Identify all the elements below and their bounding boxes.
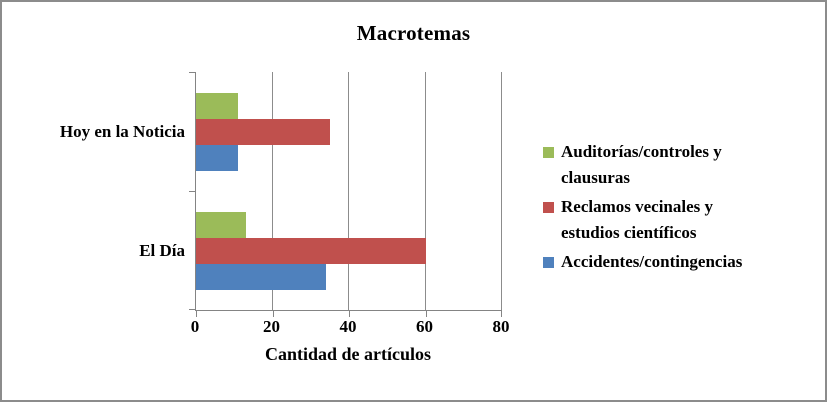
legend-marker-icon [543,257,554,268]
bar-series-2-category-2 [196,237,426,264]
x-tick-label: 0 [190,317,200,336]
legend-item: Reclamos vecinales y estudios científico… [543,194,793,246]
x-tick-label: 80 [492,317,510,336]
x-tick-label: 40 [339,317,357,336]
x-axis-tick [501,311,502,317]
bar-series-1-category-1 [196,92,239,119]
legend-item: Accidentes/contingencias [543,249,793,275]
x-axis-tick [272,311,274,317]
legend-label: Accidentes/contingencias [561,252,743,271]
y-axis-tick [189,309,195,310]
gridline [424,72,426,310]
bar-series-3-category-2 [196,263,327,290]
category-label: Hoy en la Noticia [59,121,185,141]
gridline [501,72,502,310]
bar-series-2-category-1 [196,118,330,145]
legend-marker-icon [543,202,554,213]
x-tick-label: 60 [416,317,433,336]
legend: Auditorías/controles y clausuras Reclamos… [543,139,793,278]
legend-item: Auditorías/controles y clausuras [543,139,793,191]
legend-marker-icon [543,147,554,158]
bar-series-3-category-1 [196,144,239,171]
category-label: El Día [139,240,185,260]
legend-label: Auditorías/controles y clausuras [561,142,722,187]
x-tick-label: 20 [263,317,280,336]
chart-title: Macrotemas [356,21,471,45]
y-axis-tick [189,72,195,73]
y-axis-tick [189,191,195,192]
x-axis-tick [196,311,197,317]
legend-label: Reclamos vecinales y estudios científico… [561,197,714,242]
plot-area [189,72,502,317]
bar-series-1-category-2 [196,211,246,238]
x-axis-tick [349,311,350,317]
x-axis-tick [425,311,427,317]
x-axis-title: Cantidad de artículos [264,344,432,364]
gridline [271,72,273,310]
gridline [348,72,349,310]
